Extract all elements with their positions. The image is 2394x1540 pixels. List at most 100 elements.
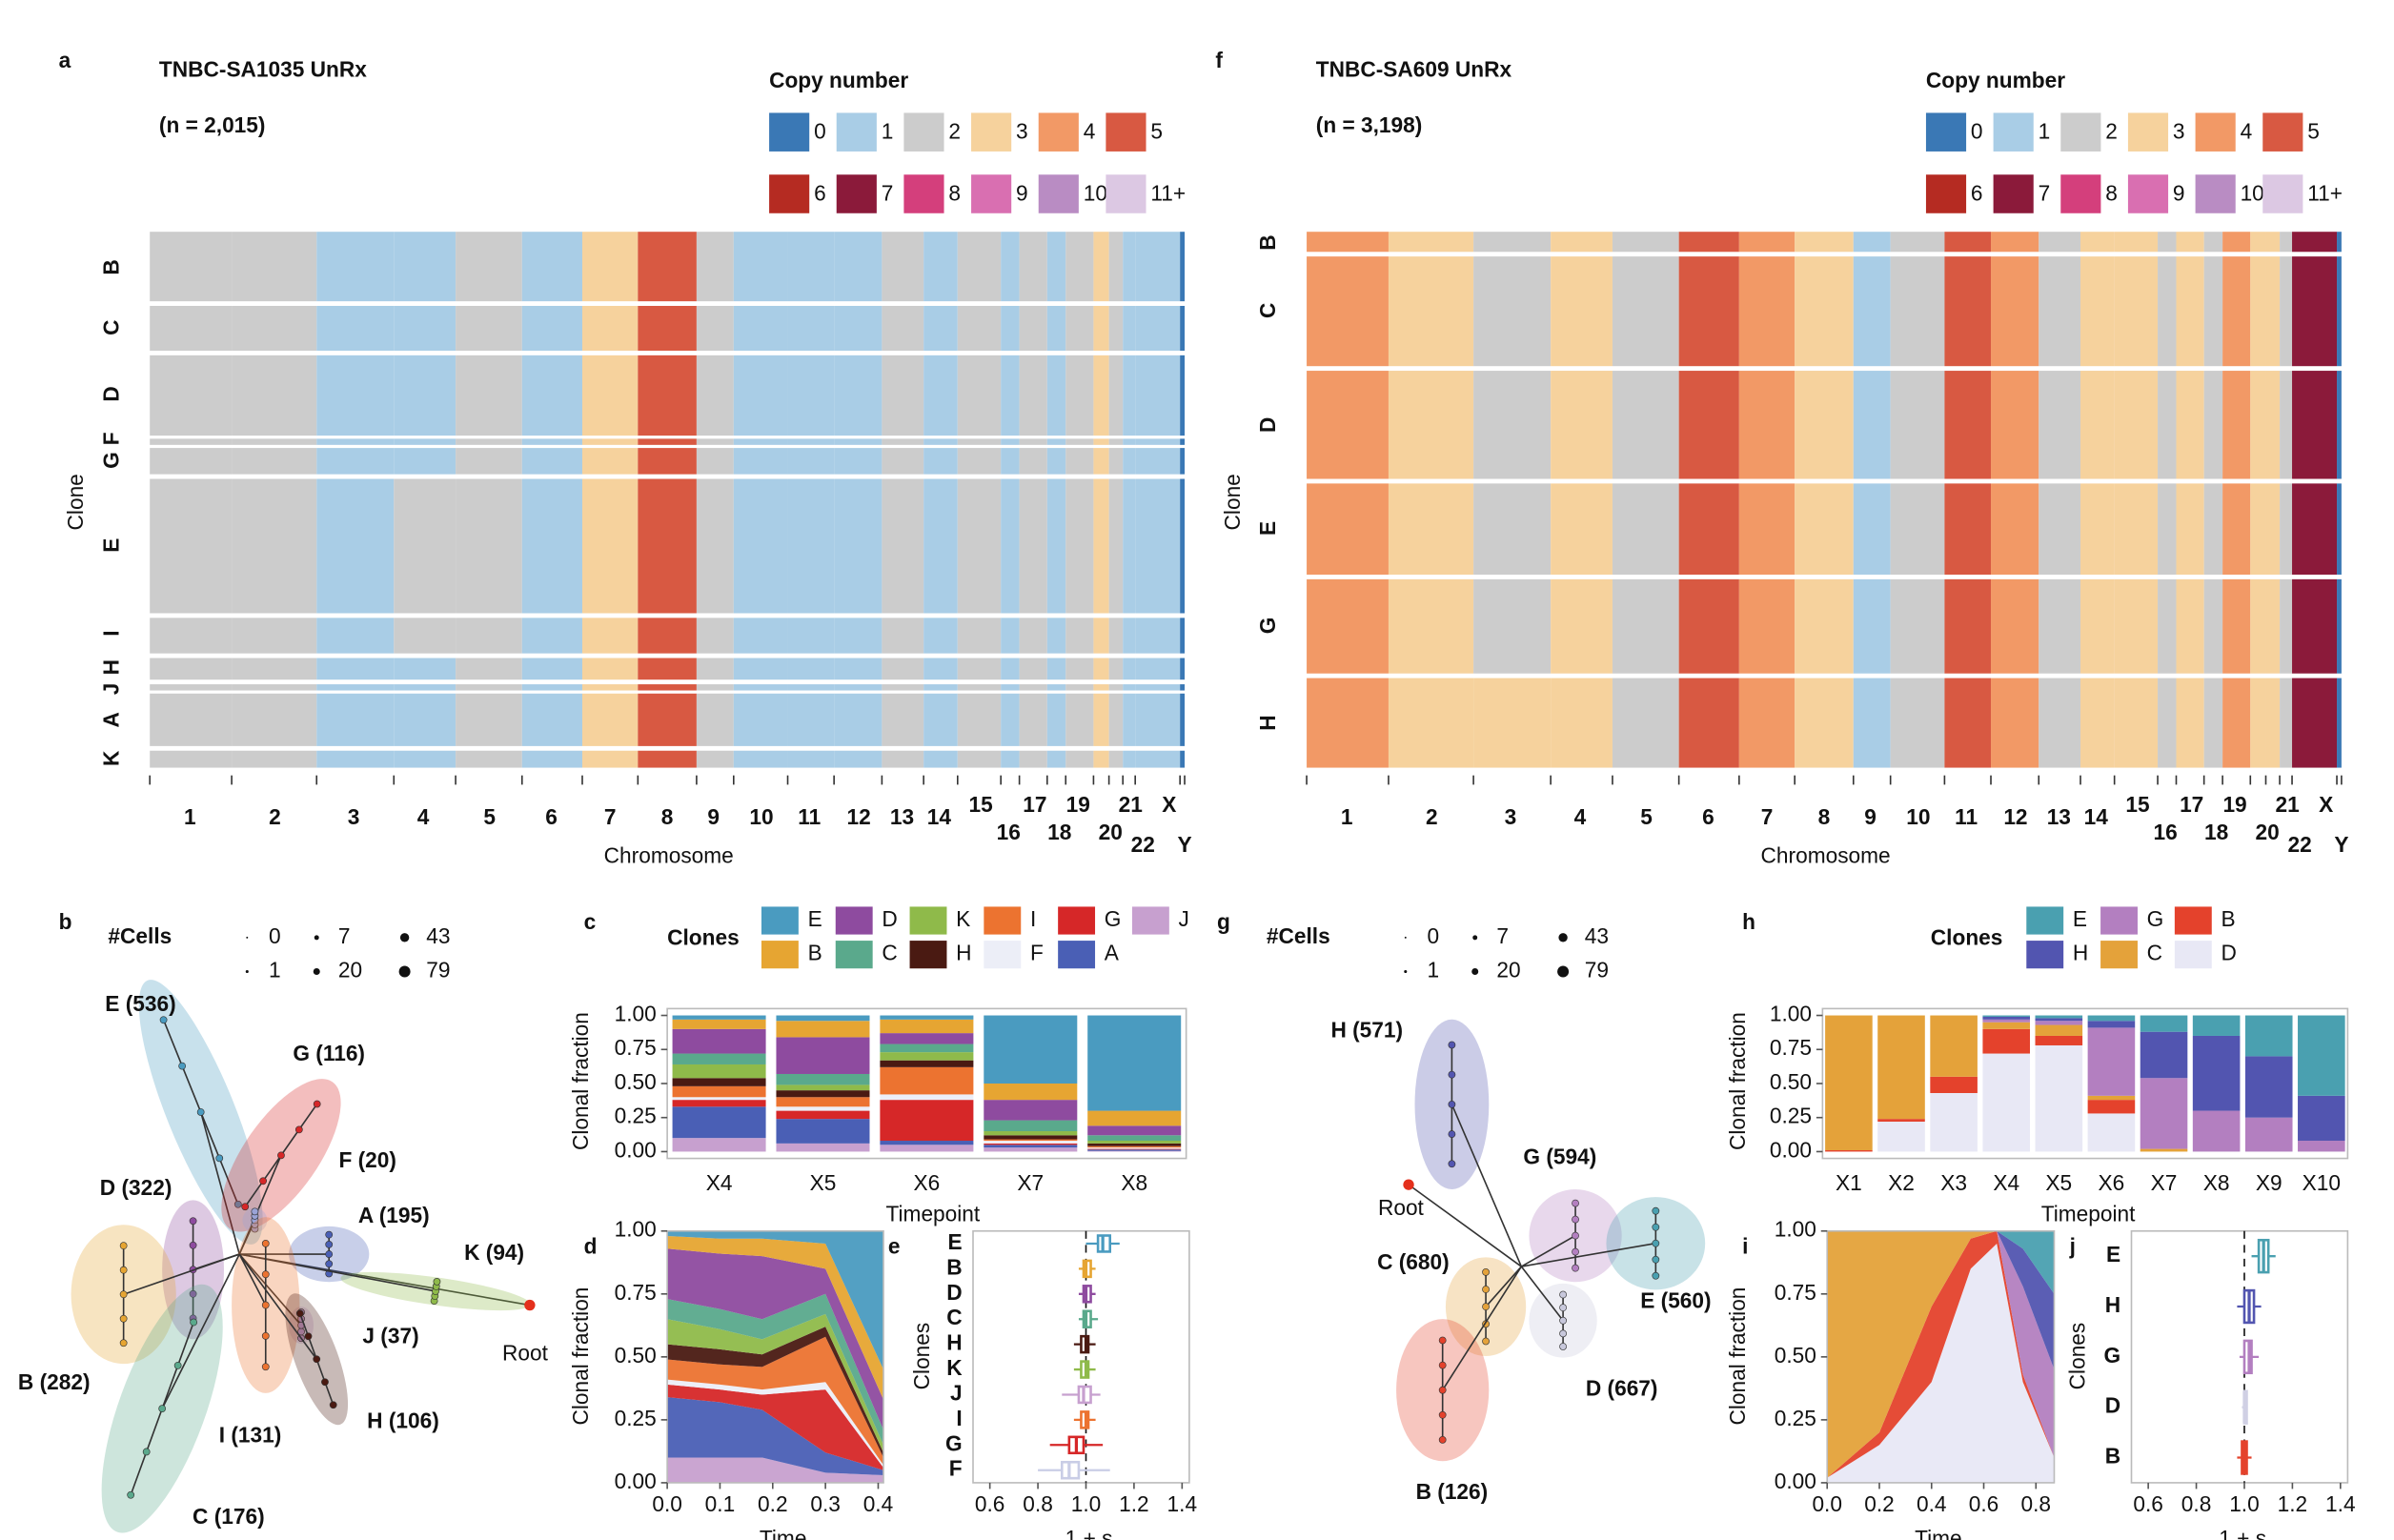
x-tick-label: 0.6 [1969,1491,1999,1516]
heatmap-cell [581,618,639,654]
bar-segment [2035,1021,2083,1025]
heatmap-cell [1046,355,1066,436]
size-legend-title: #Cells [1267,923,1330,948]
heatmap-cell [1001,448,1020,475]
clone-label: D [98,386,123,401]
y-tick-label: 1.00 [615,1002,657,1026]
heatmap-cell [2039,578,2081,674]
heatmap-cell [1019,438,1047,445]
heatmap-cell [957,355,1002,436]
bar-segment [672,1028,766,1054]
heatmap-cell [2039,678,2081,768]
x-tick-label: 19 [1066,792,1090,817]
heatmap-cell [150,305,233,351]
clone-label: H [1255,715,1280,730]
heatmap-cell [1795,578,1854,674]
legend-label: 3 [1016,118,1028,143]
heatmap-cell [1065,305,1094,351]
y-tick-label: 1.00 [615,1217,657,1242]
heatmap-cell [1001,658,1020,680]
x-tick-label: 0.1 [705,1491,736,1516]
tree-node [277,1151,285,1160]
x-tick-label: 12 [846,804,870,829]
clone-label: F [98,432,123,445]
clone-label: C [1255,303,1280,318]
heatmap-cell [957,684,1002,691]
legend-swatch [1106,174,1146,213]
y-tick-label: D [946,1280,962,1305]
heatmap-cell [1123,750,1136,768]
tree-node [295,1309,304,1318]
heatmap-cell [394,618,456,654]
panel-label: i [1742,1234,1748,1259]
tree-node [1482,1286,1490,1293]
heatmap-cell [923,305,958,351]
tree-branch [238,1253,317,1360]
tree-node [1482,1337,1490,1346]
bar-segment [672,1015,766,1020]
tree-node [1448,1041,1456,1049]
y-tick-label: 0.25 [615,1406,657,1430]
bar-segment [672,1097,766,1101]
legend-label: I [1030,906,1036,931]
x-tick-label: 14 [2084,804,2109,829]
x-tick-label: 6 [1702,804,1714,829]
heatmap-cell [1135,658,1181,680]
tree-node [1482,1267,1490,1276]
legend-label: 7 [882,180,894,205]
area [1827,1230,2055,1478]
subtitle: (n = 2,015) [159,112,266,137]
panel-label: f [1215,48,1223,72]
heatmap-cell [2222,256,2251,367]
heatmap-cell [1678,678,1739,768]
legend-label: K [956,906,970,931]
legend-label: D [2221,941,2236,965]
heatmap-cell [394,750,456,768]
heatmap-cell [394,232,456,302]
heatmap-cell [696,750,734,768]
tree-node [142,1448,151,1456]
tree-node [196,1108,205,1116]
heatmap-cell [1108,355,1124,436]
x-tick-label: 1.4 [2325,1491,2356,1516]
y-axis-label: Clones [909,1323,934,1390]
clone-label: J [98,683,123,696]
bar-segment [672,1100,766,1107]
x-tick-label: 17 [2180,792,2203,817]
legend-swatch [2026,941,2064,969]
tree-node [119,1290,128,1299]
legend-label: 5 [2307,118,2320,143]
legend-swatch [984,906,1022,935]
heatmap-cell [1853,678,1891,768]
size-legend-label: 79 [1585,957,1609,982]
bar-segment [1877,1015,1925,1120]
legend-label: 11+ [1150,180,1186,205]
x-tick-label: 0.4 [1917,1491,1947,1516]
heatmap-cell [2080,371,2115,479]
bar-segment [984,1015,1078,1084]
bar-segment [776,1037,870,1074]
x-tick-label: 10 [749,804,773,829]
legend-label: 11+ [2307,180,2343,205]
tree-node [325,1260,334,1268]
heatmap-cell [882,448,924,475]
legend-swatch [1925,112,1967,152]
heatmap-cell [1108,684,1124,691]
area [667,1293,884,1446]
x-tick-label: 0.8 [1023,1491,1053,1516]
bar-segment [984,1135,1078,1140]
x-tick-label: 22 [1131,832,1155,857]
heatmap-cell [521,750,582,768]
heatmap-cell [1180,684,1186,691]
x-tick-label: X10 [2303,1170,2341,1195]
heatmap-cell [1001,684,1020,691]
heatmap-cell [1135,305,1181,351]
heatmap-cell [1307,678,1389,768]
area [667,1230,884,1370]
y-tick-label: B [946,1254,962,1279]
heatmap-cell [1093,448,1109,475]
heatmap-cell [1678,232,1739,253]
heatmap-cell [581,750,639,768]
heatmap-cell [733,355,788,436]
clone-label: G [1255,618,1280,635]
